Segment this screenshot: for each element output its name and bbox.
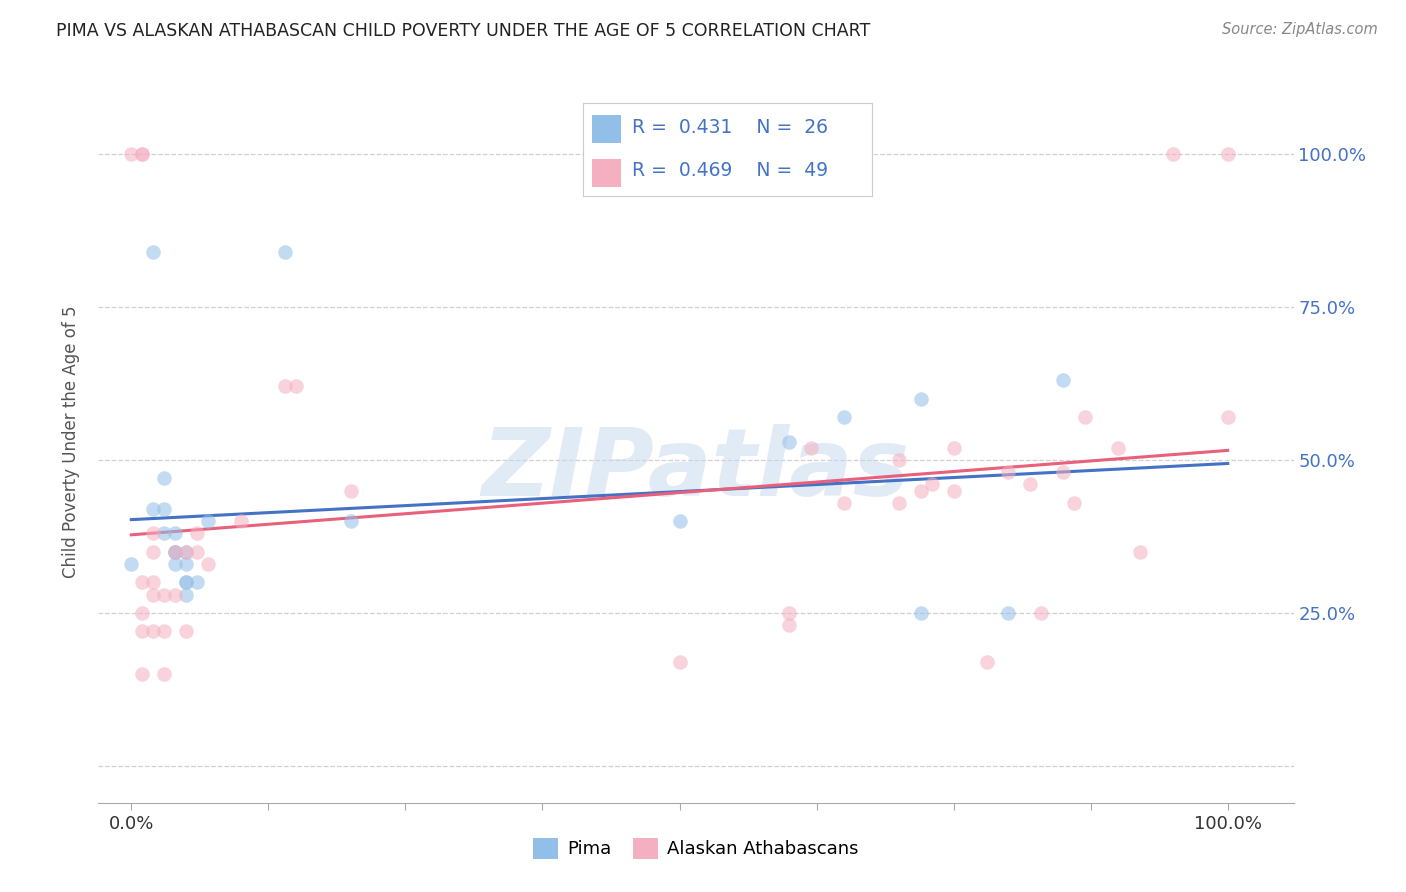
Point: [976, 655, 998, 669]
Legend: Pima, Alaskan Athabascans: Pima, Alaskan Athabascans: [526, 830, 866, 866]
Point: [887, 496, 910, 510]
Point: [186, 526, 208, 541]
FancyBboxPatch shape: [592, 159, 621, 187]
Point: [1063, 496, 1085, 510]
Point: [131, 667, 153, 681]
Point: [174, 545, 197, 559]
Point: [942, 483, 965, 498]
FancyBboxPatch shape: [592, 115, 621, 143]
Point: [197, 557, 219, 571]
Point: [142, 545, 165, 559]
Point: [142, 502, 165, 516]
Point: [197, 514, 219, 528]
Point: [910, 606, 932, 620]
Point: [778, 606, 800, 620]
Point: [186, 545, 208, 559]
Point: [153, 471, 176, 485]
Point: [668, 655, 690, 669]
Text: R =  0.431    N =  26: R = 0.431 N = 26: [633, 119, 828, 137]
Point: [274, 379, 297, 393]
Point: [142, 244, 165, 259]
Point: [153, 667, 176, 681]
Point: [997, 465, 1019, 479]
Point: [174, 575, 197, 590]
Point: [778, 618, 800, 632]
Point: [131, 146, 153, 161]
Point: [832, 496, 855, 510]
Point: [153, 526, 176, 541]
Text: R =  0.469    N =  49: R = 0.469 N = 49: [633, 161, 828, 180]
Point: [668, 514, 690, 528]
Point: [1074, 410, 1097, 425]
Point: [165, 545, 187, 559]
Point: [778, 434, 800, 449]
Point: [174, 545, 197, 559]
Point: [153, 624, 176, 639]
Point: [165, 588, 187, 602]
Point: [910, 392, 932, 406]
Point: [1216, 410, 1239, 425]
Point: [131, 624, 153, 639]
Point: [142, 526, 165, 541]
Point: [174, 557, 197, 571]
Point: [120, 146, 142, 161]
Point: [921, 477, 943, 491]
Y-axis label: Child Poverty Under the Age of 5: Child Poverty Under the Age of 5: [62, 305, 80, 578]
Point: [942, 441, 965, 455]
Point: [832, 410, 855, 425]
Point: [997, 606, 1019, 620]
Text: Source: ZipAtlas.com: Source: ZipAtlas.com: [1222, 22, 1378, 37]
Point: [131, 606, 153, 620]
Point: [165, 545, 187, 559]
Point: [120, 557, 142, 571]
Point: [142, 575, 165, 590]
Point: [1129, 545, 1152, 559]
Point: [887, 453, 910, 467]
Point: [174, 624, 197, 639]
Point: [142, 624, 165, 639]
Point: [284, 379, 307, 393]
Point: [165, 545, 187, 559]
Point: [1052, 373, 1074, 387]
Point: [174, 588, 197, 602]
Point: [339, 483, 361, 498]
Point: [229, 514, 252, 528]
Point: [165, 557, 187, 571]
Point: [1216, 146, 1239, 161]
Point: [1031, 606, 1053, 620]
Text: ZIPatlas: ZIPatlas: [482, 425, 910, 516]
Text: PIMA VS ALASKAN ATHABASCAN CHILD POVERTY UNDER THE AGE OF 5 CORRELATION CHART: PIMA VS ALASKAN ATHABASCAN CHILD POVERTY…: [56, 22, 870, 40]
Point: [153, 502, 176, 516]
Point: [186, 575, 208, 590]
Point: [174, 575, 197, 590]
Point: [339, 514, 361, 528]
Point: [165, 526, 187, 541]
Point: [131, 146, 153, 161]
Point: [153, 588, 176, 602]
Point: [910, 483, 932, 498]
Point: [131, 575, 153, 590]
Point: [1019, 477, 1042, 491]
Point: [800, 441, 823, 455]
Point: [1107, 441, 1129, 455]
Point: [142, 588, 165, 602]
Point: [1161, 146, 1184, 161]
Point: [1052, 465, 1074, 479]
Point: [274, 244, 297, 259]
